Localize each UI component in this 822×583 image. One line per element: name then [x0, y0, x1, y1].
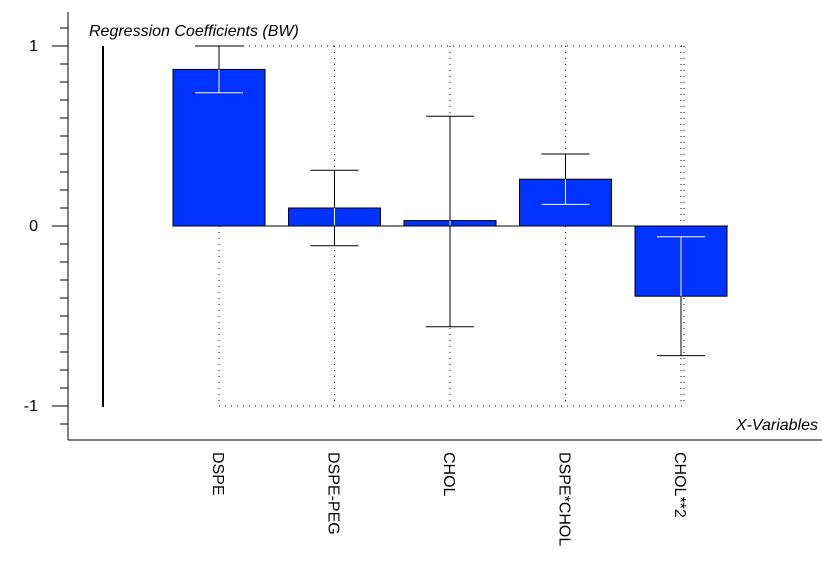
labels: Regression Coefficients (BW) X-Variables: [89, 23, 818, 434]
category-label: CHOL**2: [671, 452, 688, 518]
error-bars: [195, 45, 705, 357]
category-labels: DSPE DSPE-PEG CHOL DSPE*CHOL CHOL**2: [209, 452, 688, 546]
y-ticks: 1 0 -1: [24, 27, 68, 425]
chart-title: Regression Coefficients (BW): [89, 23, 299, 40]
category-label: CHOL: [440, 452, 457, 497]
category-label: DSPE: [209, 452, 226, 496]
y-tick-label: 0: [29, 218, 38, 235]
x-axis-label: X-Variables: [735, 417, 818, 434]
category-label: DSPE-PEG: [325, 452, 342, 535]
category-label: DSPE*CHOL: [556, 452, 573, 546]
axes: [67, 12, 822, 441]
y-tick-label: -1: [24, 398, 38, 415]
y-tick-label: 1: [29, 38, 38, 55]
